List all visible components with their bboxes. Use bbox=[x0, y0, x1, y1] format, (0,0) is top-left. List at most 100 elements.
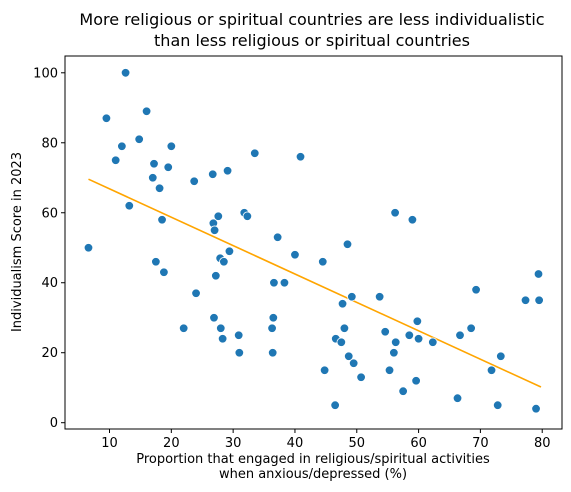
data-point bbox=[319, 365, 330, 375]
x-tick-label: 70 bbox=[472, 436, 489, 451]
x-tick-label: 30 bbox=[225, 436, 242, 451]
data-point bbox=[267, 323, 277, 333]
y-tick-label: 60 bbox=[41, 206, 58, 221]
data-point bbox=[154, 183, 165, 193]
data-point bbox=[428, 337, 438, 347]
data-point bbox=[452, 393, 463, 403]
data-point bbox=[269, 278, 279, 288]
data-point bbox=[250, 148, 260, 158]
data-point bbox=[268, 348, 278, 358]
data-point bbox=[217, 334, 228, 344]
chart-title-line-2: than less religious or spiritual countri… bbox=[154, 31, 470, 50]
data-point bbox=[268, 313, 279, 323]
data-point bbox=[242, 211, 253, 221]
plot-frame bbox=[64, 55, 563, 430]
data-point bbox=[466, 323, 476, 333]
data-point bbox=[209, 313, 219, 323]
data-point bbox=[404, 330, 415, 340]
data-point bbox=[141, 106, 152, 116]
data-point bbox=[330, 400, 340, 410]
data-point bbox=[163, 162, 173, 172]
data-point bbox=[290, 250, 300, 260]
data-point bbox=[216, 323, 226, 333]
data-point bbox=[272, 232, 283, 242]
data-point bbox=[151, 257, 161, 267]
data-point bbox=[318, 257, 328, 267]
data-point bbox=[234, 348, 245, 358]
data-point bbox=[411, 376, 421, 386]
y-axis-label: Individualism Score in 2023 bbox=[10, 152, 25, 332]
regression-line bbox=[88, 178, 542, 388]
data-point bbox=[389, 348, 399, 358]
data-point bbox=[380, 327, 390, 337]
y-tick-label: 20 bbox=[41, 346, 58, 361]
axis-ticks: 10 20 30 40 50 60 70 80 0 20 40 60 80 100 bbox=[33, 66, 550, 451]
data-point bbox=[159, 267, 169, 277]
data-point bbox=[110, 155, 121, 165]
data-point bbox=[211, 271, 221, 281]
x-axis-label-line-2: when anxious/depressed (%) bbox=[219, 467, 407, 482]
data-point bbox=[148, 173, 158, 183]
data-point bbox=[157, 215, 167, 225]
data-point bbox=[279, 278, 290, 288]
data-point bbox=[356, 372, 366, 382]
data-point bbox=[120, 68, 131, 78]
data-point bbox=[342, 239, 353, 249]
data-point bbox=[413, 334, 424, 344]
chart-title-line-1: More religious or spiritual countries ar… bbox=[79, 10, 544, 29]
data-point bbox=[166, 141, 177, 151]
x-axis-label-line-1: Proportion that engaged in religious/spi… bbox=[136, 452, 490, 467]
data-point bbox=[295, 152, 306, 162]
data-point bbox=[191, 288, 201, 298]
data-point bbox=[219, 257, 229, 267]
x-tick-label: 10 bbox=[101, 436, 118, 451]
data-point bbox=[189, 176, 199, 186]
x-tick-label: 40 bbox=[287, 436, 304, 451]
data-point bbox=[486, 365, 497, 375]
y-tick-label: 0 bbox=[50, 416, 58, 431]
data-point bbox=[336, 337, 347, 347]
data-point bbox=[134, 134, 144, 144]
data-point bbox=[209, 225, 220, 235]
data-point bbox=[531, 404, 541, 414]
data-point bbox=[347, 292, 357, 302]
data-point bbox=[83, 243, 94, 253]
x-tick-label: 80 bbox=[534, 436, 551, 451]
y-tick-label: 100 bbox=[33, 66, 58, 81]
data-point bbox=[471, 285, 481, 295]
y-tick-label: 80 bbox=[41, 136, 58, 151]
data-point bbox=[124, 201, 134, 211]
data-point bbox=[493, 400, 503, 410]
data-point bbox=[149, 159, 159, 169]
data-point bbox=[348, 358, 359, 368]
data-point bbox=[407, 215, 418, 225]
data-point bbox=[455, 330, 465, 340]
data-point bbox=[234, 330, 244, 340]
data-point bbox=[391, 337, 401, 347]
data-point bbox=[520, 295, 531, 305]
data-point bbox=[398, 386, 408, 396]
data-point bbox=[374, 292, 385, 302]
data-point bbox=[222, 166, 233, 176]
x-tick-label: 60 bbox=[410, 436, 427, 451]
data-point bbox=[344, 351, 354, 361]
data-points bbox=[83, 68, 544, 414]
data-point bbox=[534, 295, 544, 305]
y-tick-label: 40 bbox=[41, 276, 58, 291]
data-point bbox=[101, 113, 112, 123]
data-point bbox=[533, 269, 544, 279]
data-point bbox=[412, 316, 423, 326]
data-point bbox=[390, 208, 400, 218]
data-point bbox=[384, 365, 395, 375]
data-point bbox=[224, 246, 235, 256]
trend-line-group bbox=[88, 178, 542, 388]
data-point bbox=[496, 351, 506, 361]
x-tick-label: 50 bbox=[348, 436, 365, 451]
x-tick-label: 20 bbox=[163, 436, 180, 451]
data-point bbox=[178, 323, 189, 333]
data-point bbox=[208, 169, 218, 179]
data-point bbox=[337, 299, 348, 309]
data-point bbox=[117, 141, 127, 151]
data-point bbox=[213, 211, 224, 221]
